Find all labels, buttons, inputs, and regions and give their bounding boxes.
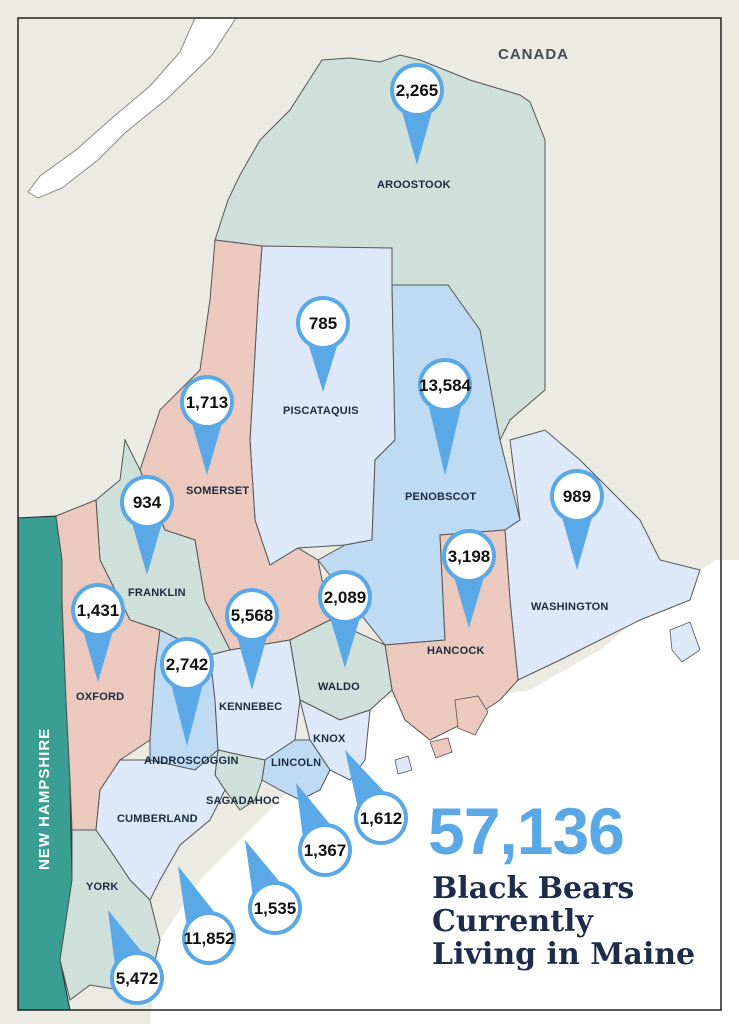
- pin-hancock: 3,198: [442, 529, 496, 628]
- pin-face: [252, 885, 298, 931]
- pin-franklin: 934: [120, 475, 174, 575]
- headline-caption: Black Bears Currently Living in Maine: [432, 872, 722, 971]
- pin-waldo: 2,089: [318, 570, 372, 668]
- pin-face: [302, 827, 348, 873]
- pin-aroostook: 2,265: [390, 63, 444, 165]
- pin-value: 5,472: [116, 969, 159, 988]
- pin-face: [164, 641, 210, 687]
- pin-face: [124, 479, 170, 525]
- pin-value: 2,265: [396, 81, 439, 100]
- new-hampshire-label: NEW HAMPSHIRE: [36, 728, 53, 870]
- county-label-somerset: SOMERSET: [186, 485, 249, 497]
- pin-face: [422, 362, 468, 408]
- pin-face: [446, 533, 492, 579]
- pin-lincoln: 1,367: [296, 783, 352, 877]
- county-label-oxford: OXFORD: [76, 691, 124, 703]
- pin-face: [300, 300, 346, 346]
- caption-line-1: Black Bears: [432, 871, 635, 906]
- county-label-kennebec: KENNEBEC: [219, 701, 282, 713]
- pin-value: 1,535: [254, 899, 297, 918]
- pin-value: 2,089: [324, 588, 367, 607]
- pin-face: [322, 574, 368, 620]
- pin-face: [184, 379, 230, 425]
- pin-androscoggin: 2,742: [160, 637, 214, 746]
- pin-value: 13,584: [419, 376, 472, 395]
- pin-cumberland: 11,852: [178, 866, 236, 965]
- pin-face: [186, 915, 232, 961]
- county-label-hancock: HANCOCK: [427, 645, 485, 657]
- pin-value: 5,568: [231, 606, 274, 625]
- county-label-washington: WASHINGTON: [531, 601, 609, 613]
- pin-face: [75, 587, 121, 633]
- county-label-york: YORK: [86, 881, 119, 893]
- caption-line-3: Living in Maine: [432, 937, 696, 972]
- pin-value: 3,198: [448, 547, 491, 566]
- pin-value: 2,742: [166, 655, 209, 674]
- coastal-islands: [394, 621, 701, 775]
- county-lincoln: [261, 739, 331, 801]
- pin-face: [358, 795, 404, 841]
- pin-value: 785: [309, 314, 337, 333]
- canada-label: CANADA: [498, 46, 569, 63]
- caption-line-2: Currently: [432, 904, 593, 939]
- county-label-franklin: FRANKLIN: [128, 587, 186, 599]
- pin-face: [114, 955, 160, 1001]
- county-label-penobscot: PENOBSCOT: [405, 491, 477, 503]
- pin-sagadahoc: 1,535: [245, 840, 302, 935]
- bear-count-pins: 2,265 785 13,584 1,713 934 989 1,431 5,568 2,089…: [71, 63, 604, 1005]
- county-label-waldo: WALDO: [318, 681, 360, 693]
- pin-somerset: 1,713: [180, 375, 234, 475]
- pin-face: [394, 67, 440, 113]
- pin-penobscot: 13,584: [418, 358, 472, 476]
- county-label-cumberland: CUMBERLAND: [117, 813, 198, 825]
- pin-kennebec: 5,568: [225, 588, 279, 690]
- county-label-androscoggin: ANDROSCOGGIN: [144, 755, 239, 767]
- total-bear-count: 57,136: [428, 794, 625, 868]
- pin-value: 1,713: [186, 393, 229, 412]
- county-label-knox: KNOX: [313, 733, 346, 745]
- pin-value: 1,612: [360, 809, 403, 828]
- county-label-piscataquis: PISCATAQUIS: [283, 405, 359, 417]
- pin-value: 1,431: [77, 601, 120, 620]
- pin-value: 989: [563, 487, 591, 506]
- pin-face: [554, 473, 600, 519]
- county-hancock: [384, 529, 519, 741]
- pin-washington: 989: [550, 469, 604, 570]
- pin-value: 1,367: [304, 841, 347, 860]
- county-label-lincoln: LINCOLN: [271, 757, 321, 769]
- pin-value: 11,852: [183, 929, 234, 948]
- county-label-aroostook: AROOSTOOK: [377, 179, 451, 191]
- river-water: [27, 17, 237, 199]
- map-frame: [17, 17, 722, 1011]
- pin-knox: 1,612: [345, 750, 408, 845]
- pin-face: [229, 592, 275, 638]
- pin-york: 5,472: [108, 910, 164, 1005]
- pin-piscataquis: 785: [296, 296, 350, 392]
- pin-oxford: 1,431: [71, 583, 125, 682]
- pin-value: 934: [133, 493, 162, 512]
- county-label-sagadahoc: SAGADAHOC: [206, 795, 280, 807]
